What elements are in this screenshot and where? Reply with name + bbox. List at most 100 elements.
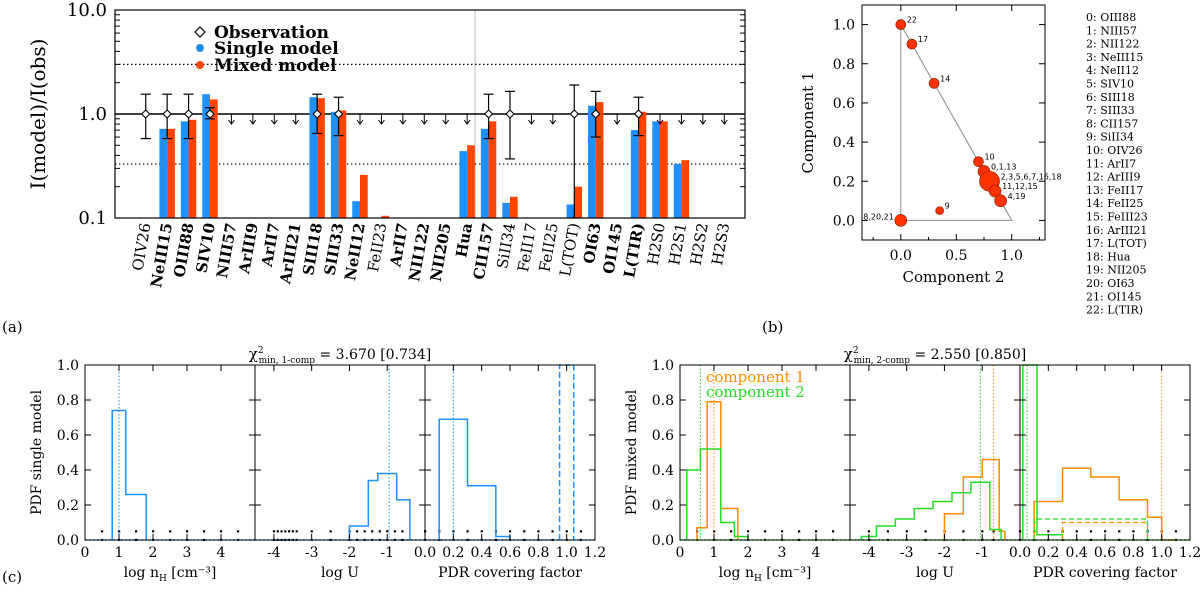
x-tick-label: 3 [778,545,787,561]
single-bar-SIV10 [202,94,210,218]
single-bar-CII157 [480,128,489,218]
grid-dot [169,530,172,533]
y-tick-label: 10.0 [67,0,107,21]
grid-dot [579,530,583,533]
y-axis-label: I(model)/I(obs) [26,39,50,190]
legend-entry: 22: L(TIR) [1086,304,1143,317]
grid-dot [393,530,396,533]
x-tick-label: 0 [676,545,685,561]
triangle-point [894,214,908,227]
mixed-bar-OI63 [595,102,604,218]
axes-frame [861,4,1046,241]
grid-dot [310,530,313,533]
single-bar-SIII18 [309,97,318,218]
y-tick-label: 0.4 [652,463,674,479]
x-tick-label: 1.0 [556,545,578,561]
legend-obs-label: Observation [214,23,329,43]
legend-entry: 9: SiII34 [1086,131,1134,144]
obs-marker [483,109,494,119]
x-axis-label: PDR covering factor [1033,565,1177,581]
legend-entry: 2: NII122 [1086,38,1140,51]
grid-dot [1075,530,1078,533]
obs-marker [633,109,644,119]
y-tick-label: 0.8 [57,393,79,409]
grid-dot [509,530,512,533]
grid-dot [1047,530,1050,533]
grid-dot [551,530,554,533]
mixed-bar-NeII12 [360,174,368,218]
grid-dot [1118,530,1121,533]
triangle-outline [900,22,1013,221]
legend-entry: 18: Hua [1086,250,1131,263]
x-tick-label: 1.0 [1001,248,1023,264]
y-tick-label: 0.8 [833,57,855,73]
x-tick-label: -4 [862,545,876,561]
x-category-label: H2S3 [708,222,733,267]
y-tick-label: 1.0 [57,358,79,374]
grid-dot [329,530,332,533]
legend-entry: 5: SIV10 [1086,78,1134,91]
legend-entry: 1: NIII57 [1086,24,1137,37]
x-axis-label: log nH [cm⁻³] [124,565,217,584]
grid-dot [981,530,984,533]
y-axis-label: Component 1 [799,72,817,174]
obs-marker [590,109,601,119]
grid-dot [730,530,733,533]
x-tick-label: 0.8 [1122,545,1144,561]
y-tick-label: 0.6 [833,96,855,112]
pdf-mixed-chart: χ2 min, 2-comp = 2.550 [0.850] PDF mixed m… [624,345,1200,584]
grid-dot [371,530,374,533]
subplot-frame [1019,364,1191,541]
pdf-histogram [348,472,411,540]
legend-entry: 3: NeIII15 [1086,51,1143,64]
grid-dot [565,530,568,533]
pdf-histogram-comp1 [1033,467,1176,541]
upper-limit-arrowhead [442,119,450,125]
triangle-point-label: 8,20,21 [863,212,894,221]
grid-dot [203,530,206,533]
x-tick-label: -1 [380,545,394,561]
legend-entry: 20: OI63 [1086,277,1135,290]
x-tick-label: 4 [217,545,226,561]
grid-dot [220,530,223,533]
mixed-bar-SiII34 [510,196,518,218]
legend-entry: 11: ArII7 [1086,157,1136,170]
mixed-bar-NeIII15 [167,128,175,218]
x-tick-label: 2 [744,545,753,561]
y-tick-label: 0.8 [652,393,674,409]
x-tick-label: -2 [343,545,357,561]
legend-entry: 16: ArIII21 [1086,224,1147,237]
x-tick-label: 0.4 [1066,545,1088,561]
triangle-point [973,156,984,167]
grid-dot [466,530,469,533]
legend-single-label: Single model [214,39,339,59]
x-category-label: Hua [452,221,476,259]
pdf-histogram [438,418,511,540]
grid-dot [284,530,287,533]
grid-dot [363,530,366,533]
grid-dot [401,530,404,533]
chart-title: χ2 min, 2-comp = 2.550 [0.850] [844,345,1026,366]
triangle-point [895,19,907,30]
legend-entry: 7: SIII33 [1086,104,1135,117]
pdf-histogram-comp1 [696,401,739,540]
upper-limit-arrowhead [699,119,707,125]
triangle-point-label: 2,3,5,6,7,16,18 [1001,172,1062,181]
upper-limit-arrowhead [678,119,685,125]
x-axis-label: log U [916,565,954,581]
triangle-point-label: 9 [945,202,950,211]
legend-entry: 17: L(TOT) [1086,237,1147,250]
mixed-bar-H2S1 [681,160,690,218]
grid-dot [832,530,835,533]
x-tick-label: 0.0 [890,248,912,264]
single-bar-L(TIR) [630,130,639,218]
legend-mixed-label: Mixed model [214,56,337,76]
x-tick-label: 1 [115,545,124,561]
grid-dot [272,530,276,533]
x-tick-label: 0.2 [442,545,464,561]
x-tick-label: 1 [710,545,719,561]
single-bar-L(TOT) [566,204,575,218]
x-tick-label: 3 [183,545,192,561]
mixed-bar-L(TOT) [574,186,582,218]
mixed-bar-Hua [467,145,475,218]
